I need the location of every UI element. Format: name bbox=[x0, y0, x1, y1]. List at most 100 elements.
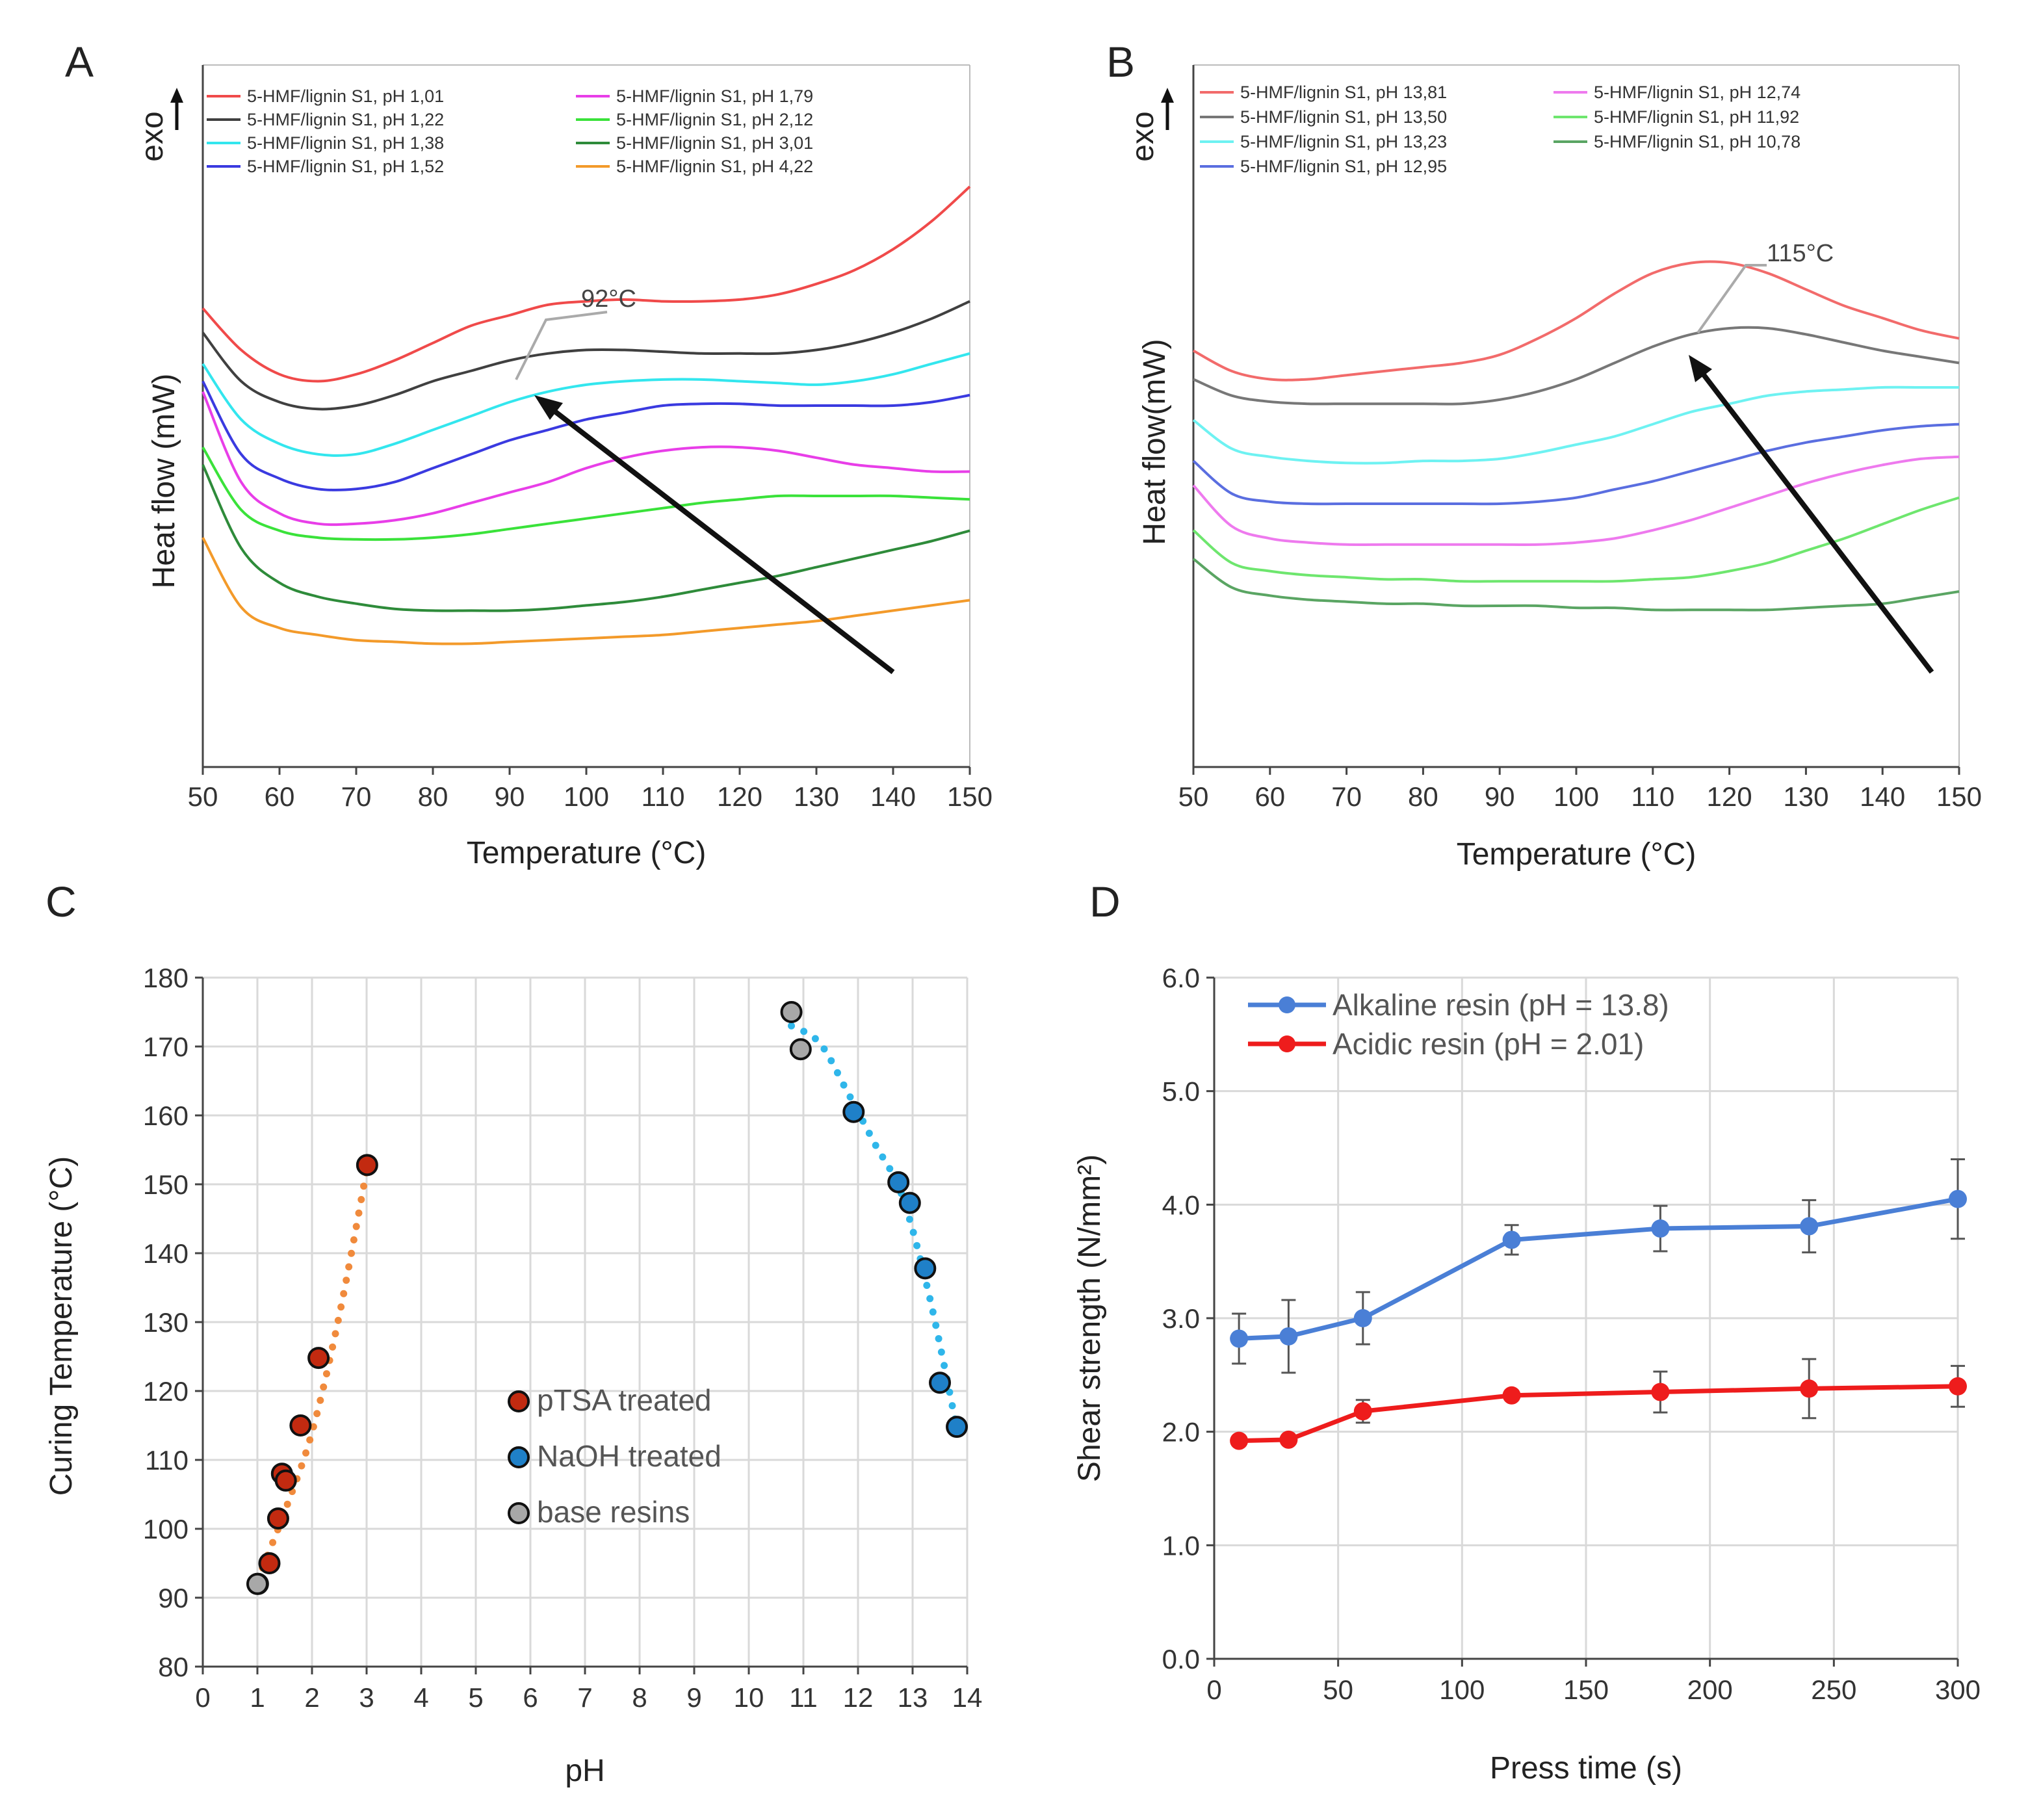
panel-a-x-tick-label: 110 bbox=[642, 781, 685, 812]
panel-c-y-tick-label: 130 bbox=[143, 1307, 188, 1338]
panel-c-x-tick-label: 11 bbox=[789, 1682, 818, 1713]
panel-b-annotation: 115°C bbox=[1767, 240, 1834, 267]
panel-c-x-tick-label: 3 bbox=[359, 1682, 374, 1713]
panel-a-legend-label: 5-HMF/lignin S1, pH 1,01 bbox=[247, 86, 444, 106]
panel-c-y-tick-label: 170 bbox=[143, 1032, 188, 1062]
panel-b-legend-label: 5-HMF/lignin S1, pH 13,23 bbox=[1240, 132, 1447, 151]
panel-d-grid bbox=[1213, 976, 1959, 1660]
panel-a-x-tick-label: 60 bbox=[265, 781, 295, 812]
panel-c-trendlines bbox=[254, 1022, 960, 1584]
panel-d-y-label: Shear strength (N/mm²) bbox=[1072, 1154, 1107, 1482]
panel-d-point-1 bbox=[1651, 1383, 1670, 1401]
panel-c-x-tick-label: 14 bbox=[952, 1682, 983, 1713]
panel-d-legend-label: Alkaline resin (pH = 13.8) bbox=[1332, 988, 1669, 1022]
panel-d-point-0 bbox=[1651, 1219, 1670, 1238]
panel-d-ticks: 0 50 100 150 200 250 300 0.0 1.0 2.0 3.0 4.0 5.0 6.0 bbox=[1162, 963, 1981, 1705]
panel-d-y-tick-label: 1.0 bbox=[1162, 1530, 1200, 1561]
panel-c-point-0 bbox=[266, 1507, 289, 1530]
panel-c-x-tick-label: 4 bbox=[413, 1682, 428, 1713]
panel-b-x-tick-label: 80 bbox=[1408, 781, 1438, 812]
panel-d-point-0 bbox=[1800, 1217, 1819, 1236]
panel-c-point-1 bbox=[887, 1171, 910, 1193]
panel-a-x-tick-label: 150 bbox=[947, 781, 993, 812]
panel-c-legend-marker bbox=[508, 1446, 530, 1468]
panel-d-x-tick-label: 300 bbox=[1935, 1674, 1981, 1705]
panel-c-y-tick-label: 140 bbox=[143, 1238, 188, 1269]
panel-d-x-label: Press time (s) bbox=[1490, 1751, 1682, 1786]
panel-d-legend-marker bbox=[1279, 996, 1295, 1013]
panel-d-legend-label: Acidic resin (pH = 2.01) bbox=[1332, 1027, 1644, 1061]
panel-c-x-tick-label: 10 bbox=[734, 1682, 764, 1713]
panel-c-x-tick-label: 6 bbox=[523, 1682, 538, 1713]
panel-c-x-tick-label: 12 bbox=[843, 1682, 874, 1713]
panel-c-point-1 bbox=[898, 1191, 921, 1214]
panel-a-legend-label: 5-HMF/lignin S1, pH 4,22 bbox=[616, 157, 813, 176]
panel-c-y-tick-label: 90 bbox=[158, 1583, 188, 1613]
panel-a: A 50 60 70 80 90 100 110 120 130 140 150 5-HMF/lig… bbox=[65, 38, 993, 870]
panel-d-y-tick-label: 3.0 bbox=[1162, 1303, 1200, 1334]
panel-c-x-tick-label: 1 bbox=[250, 1682, 265, 1713]
panel-b-x-tick-label: 70 bbox=[1331, 781, 1362, 812]
panel-b-x-tick-label: 90 bbox=[1485, 781, 1515, 812]
panel-a-ticks: 50 60 70 80 90 100 110 120 130 140 150 bbox=[188, 767, 993, 812]
panel-c-point-0 bbox=[274, 1469, 297, 1492]
panel-b-x-tick-label: 50 bbox=[1178, 781, 1209, 812]
panel-a-series-3-line bbox=[202, 380, 970, 491]
panel-b-x-label: Temperature (°C) bbox=[1457, 837, 1696, 872]
panel-d-point-1 bbox=[1949, 1377, 1967, 1396]
panel-b-legend-label: 5-HMF/lignin S1, pH 10,78 bbox=[1594, 132, 1800, 151]
panel-c-point-2 bbox=[789, 1038, 812, 1061]
panel-c-ticks: 0 1 2 3 4 5 6 7 8 9 10 11 12 13 1480901001101201301401… bbox=[143, 963, 982, 1713]
panel-d-point-0 bbox=[1230, 1329, 1249, 1348]
panel-d-y-tick-label: 6.0 bbox=[1162, 963, 1200, 993]
panel-d-legend-marker bbox=[1279, 1035, 1295, 1052]
panel-c-y-tick-label: 100 bbox=[143, 1514, 188, 1544]
panel-d-x-tick-label: 100 bbox=[1439, 1674, 1485, 1705]
panel-d-legend: Alkaline resin (pH = 13.8) Acidic resin (… bbox=[1248, 988, 1669, 1061]
panel-a-letter: A bbox=[65, 38, 94, 86]
panel-c-x-tick-label: 7 bbox=[577, 1682, 592, 1713]
panel-c-point-0 bbox=[307, 1347, 330, 1370]
panel-a-x-tick-label: 70 bbox=[341, 781, 372, 812]
panel-b-x-tick-label: 60 bbox=[1254, 781, 1285, 812]
panel-b-exo-arrow bbox=[1161, 88, 1174, 130]
panel-a-legend-label: 5-HMF/lignin S1, pH 1,52 bbox=[247, 157, 444, 176]
panel-b-series-2-line bbox=[1192, 385, 1959, 465]
panel-a-y-label: Heat flow (mW) bbox=[147, 374, 181, 589]
panel-b-legend-label: 5-HMF/lignin S1, pH 13,50 bbox=[1240, 107, 1447, 127]
panel-b-legend-label: 5-HMF/lignin S1, pH 11,92 bbox=[1594, 107, 1799, 127]
panel-a-x-tick-label: 80 bbox=[418, 781, 448, 812]
panel-a-series-5-line bbox=[202, 447, 970, 541]
panel-b-ticks: 50 60 70 80 90 100 110 120 130 140 150 bbox=[1178, 767, 1982, 812]
panel-c-x-tick-label: 0 bbox=[195, 1682, 210, 1713]
panel-d-y-tick-label: 5.0 bbox=[1162, 1076, 1200, 1107]
panel-c-point-0 bbox=[356, 1154, 378, 1176]
panel-a-legend-label: 5-HMF/lignin S1, pH 1,22 bbox=[247, 110, 444, 129]
panel-d-point-0 bbox=[1279, 1327, 1298, 1346]
panel-b-x-tick-label: 100 bbox=[1554, 781, 1599, 812]
panel-d-point-0 bbox=[1949, 1190, 1967, 1208]
panel-c: C 0 1 2 3 4 5 6 7 8 9 10 11 12 13 14809010011012013014… bbox=[44, 878, 982, 1788]
panel-c-points bbox=[246, 1001, 968, 1595]
panel-c-point-1 bbox=[946, 1416, 968, 1438]
panel-b: B 50 60 70 80 90 100 110 120 130 140 150 5-HMF/lig… bbox=[1106, 38, 1982, 872]
panel-b-x-tick-label: 130 bbox=[1783, 781, 1828, 812]
panel-c-x-label: pH bbox=[565, 1754, 604, 1788]
panel-d-series-group bbox=[1230, 1158, 1967, 1450]
panel-a-trend-arrow bbox=[534, 395, 895, 675]
panel-b-series-5-line bbox=[1192, 496, 1960, 583]
panel-a-x-tick-label: 130 bbox=[794, 781, 839, 812]
panel-c-y-tick-label: 120 bbox=[143, 1376, 188, 1407]
panel-d-point-1 bbox=[1502, 1386, 1521, 1405]
panel-c-grid bbox=[202, 976, 968, 1668]
panel-d-y-tick-label: 0.0 bbox=[1162, 1644, 1200, 1674]
panel-d-y-tick-label: 2.0 bbox=[1162, 1417, 1200, 1448]
panel-a-legend-label: 5-HMF/lignin S1, pH 2,12 bbox=[616, 110, 813, 129]
panel-a-series-6-line bbox=[202, 464, 970, 612]
panel-d-point-0 bbox=[1502, 1230, 1521, 1249]
panel-c-legend-marker bbox=[508, 1502, 530, 1524]
panel-a-x-tick-label: 140 bbox=[870, 781, 916, 812]
panel-c-x-tick-label: 9 bbox=[686, 1682, 701, 1713]
panel-d-point-1 bbox=[1353, 1402, 1372, 1421]
